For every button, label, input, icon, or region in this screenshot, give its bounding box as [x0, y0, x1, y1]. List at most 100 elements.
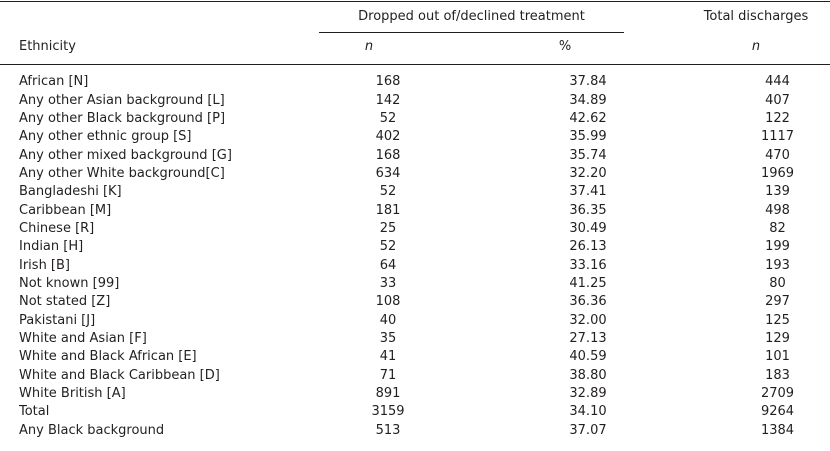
- total-discharges-cell: 183: [765, 367, 790, 383]
- table-row: Not known [99] 33 41.25 80: [0, 275, 830, 293]
- total-discharges-cell: 407: [765, 92, 790, 108]
- total-discharges-cell: 1117: [760, 129, 795, 145]
- table-row: Total 3159 34.10 9264: [0, 403, 830, 421]
- table-body: African [N] 168 37.84 444 Any other Asian ba…: [0, 73, 830, 440]
- table-row: Indian [H] 52 26.13 199: [0, 238, 830, 256]
- ethnicity-cell: Pakistani [J]: [19, 312, 96, 328]
- dropped-pct-cell: 34.10: [569, 404, 607, 420]
- ethnicity-cell: Total: [19, 404, 50, 420]
- table-row: Chinese [R] 25 30.49 82: [0, 220, 830, 238]
- dropped-n-cell: 33: [379, 275, 397, 291]
- total-discharges-cell: 101: [765, 349, 790, 365]
- dropped-n-cell: 71: [379, 367, 397, 383]
- dropped-pct-cell: 37.84: [569, 74, 607, 90]
- dropped-pct-cell: 32.89: [569, 386, 607, 402]
- dropped-pct-cell: 32.20: [569, 165, 607, 181]
- dropped-pct-cell: 35.99: [569, 129, 607, 145]
- total-discharges-cell: 199: [765, 239, 790, 255]
- ethnicity-cell: White and Black Caribbean [D]: [19, 367, 220, 383]
- dropped-pct-cell: 36.35: [569, 202, 607, 218]
- ethnicity-cell: Any other Black background [P]: [19, 110, 226, 126]
- total-discharges-cell: 139: [765, 184, 790, 200]
- table-row: Any Black background 513 37.07 1384: [0, 422, 830, 440]
- total-discharges-cell: 129: [765, 330, 790, 346]
- dropped-n-cell: 3159: [371, 404, 405, 420]
- dropped-n-column-header: n: [364, 39, 374, 54]
- ethnicity-cell: Any Black background: [19, 422, 165, 438]
- dropped-out-group-header: Dropped out of/declined treatment: [358, 9, 585, 24]
- total-discharges-cell: 82: [769, 220, 786, 236]
- top-rule: [0, 1, 830, 2]
- ethnicity-cell: Chinese [R]: [19, 220, 95, 236]
- total-discharges-cell: 297: [765, 294, 790, 310]
- group-header-rule: [319, 32, 624, 33]
- total-discharges-cell: 498: [765, 202, 790, 218]
- dropped-pct-cell: 40.59: [569, 349, 607, 365]
- total-discharges-cell: 1969: [760, 165, 795, 181]
- dropped-n-cell: 52: [379, 110, 397, 126]
- ethnicity-cell: Not stated [Z]: [19, 294, 111, 310]
- ethnicity-cell: White and Black African [E]: [19, 349, 197, 365]
- dropped-pct-cell: 41.25: [569, 275, 607, 291]
- table-row: Any other ethnic group [S] 402 35.99 1117: [0, 128, 830, 146]
- total-discharges-cell: 122: [765, 110, 790, 126]
- dropped-n-cell: 40: [379, 312, 397, 328]
- dropped-n-cell: 35: [379, 330, 397, 346]
- table-row: Any other Black background [P] 52 42.62 122: [0, 110, 830, 128]
- table-row: Irish [B] 64 33.16 193: [0, 256, 830, 274]
- total-discharges-cell: 1384: [760, 422, 795, 438]
- table-row: Not stated [Z] 108 36.36 297: [0, 293, 830, 311]
- dropped-n-cell: 142: [375, 92, 401, 108]
- dropped-n-cell: 402: [375, 129, 401, 145]
- ethnicity-cell: Not known [99]: [19, 275, 120, 291]
- ethnicity-cell: Any other Asian background [L]: [19, 92, 225, 108]
- table-row: White and Black Caribbean [D] 71 38.80 183: [0, 367, 830, 385]
- dropped-pct-cell: 35.74: [569, 147, 607, 163]
- dropped-pct-cell: 30.49: [569, 220, 607, 236]
- table-row: White and Black African [E] 41 40.59 101: [0, 348, 830, 366]
- dropped-n-cell: 52: [379, 239, 397, 255]
- total-discharges-header: Total discharges: [703, 9, 809, 24]
- total-n-column-header: n: [751, 39, 761, 54]
- dropped-pct-column-header: %: [558, 39, 572, 54]
- header-bottom-rule: [0, 64, 830, 65]
- table-row: Any other White background[C] 634 32.20 196…: [0, 165, 830, 183]
- ethnicity-cell: Any other ethnic group [S]: [19, 129, 192, 145]
- total-discharges-cell: 444: [765, 74, 790, 90]
- dropped-pct-cell: 34.89: [569, 92, 607, 108]
- table-row: White and Asian [F] 35 27.13 129: [0, 330, 830, 348]
- dropped-n-cell: 168: [375, 74, 401, 90]
- dropped-pct-cell: 26.13: [569, 239, 607, 255]
- ethnicity-cell: Caribbean [M]: [19, 202, 112, 218]
- total-discharges-cell: 9264: [760, 404, 795, 420]
- dropped-pct-cell: 32.00: [569, 312, 607, 328]
- table-row: Any other mixed background [G] 168 35.74 47…: [0, 146, 830, 164]
- table-row: Any other Asian background [L] 142 34.89 40…: [0, 91, 830, 109]
- total-discharges-cell: 2709: [760, 386, 795, 402]
- table-row: Caribbean [M] 181 36.35 498: [0, 201, 830, 219]
- dropped-n-cell: 891: [375, 386, 401, 402]
- ethnicity-cell: Any other White background[C]: [19, 165, 225, 181]
- dropped-pct-cell: 33.16: [569, 257, 607, 273]
- dropped-n-cell: 25: [379, 220, 397, 236]
- dropped-n-cell: 41: [379, 349, 397, 365]
- dropped-n-cell: 168: [375, 147, 401, 163]
- ethnicity-cell: Indian [H]: [19, 239, 84, 255]
- dropped-pct-cell: 36.36: [569, 294, 607, 310]
- total-discharges-cell: 80: [769, 275, 786, 291]
- table-row: Bangladeshi [K] 52 37.41 139: [0, 183, 830, 201]
- table-row: Pakistani [J] 40 32.00 125: [0, 311, 830, 329]
- dropped-n-cell: 634: [375, 165, 401, 181]
- ethnicity-cell: Irish [B]: [19, 257, 70, 273]
- ethnicity-cell: White and Asian [F]: [19, 330, 147, 346]
- dropped-pct-cell: 42.62: [569, 110, 607, 126]
- total-discharges-cell: 193: [765, 257, 790, 273]
- dropped-n-cell: 513: [375, 422, 401, 438]
- dropped-pct-cell: 37.07: [569, 422, 607, 438]
- dropped-pct-cell: 27.13: [569, 330, 607, 346]
- ethnicity-column-header: Ethnicity: [19, 39, 76, 54]
- dropped-n-cell: 52: [379, 184, 397, 200]
- ethnicity-cell: White British [A]: [19, 386, 126, 402]
- total-discharges-cell: 125: [765, 312, 790, 328]
